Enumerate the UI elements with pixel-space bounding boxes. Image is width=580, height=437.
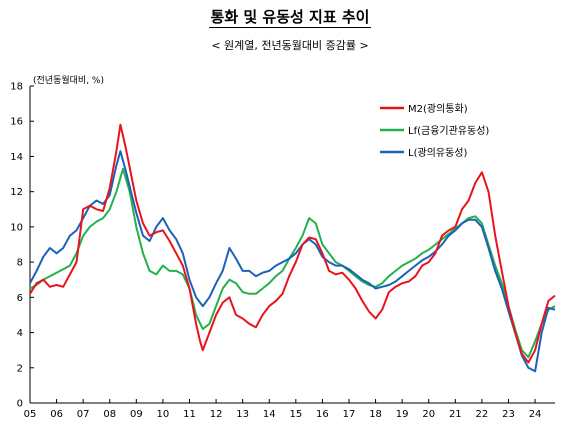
x-tick-label: 20	[422, 409, 435, 420]
x-tick-label: 16	[316, 409, 329, 420]
x-tick-label: 17	[343, 409, 356, 420]
x-tick-label: 11	[183, 409, 196, 420]
y-tick-label: 10	[10, 222, 23, 233]
x-tick-label: 21	[449, 409, 462, 420]
y-tick-label: 2	[17, 363, 23, 374]
x-tick-label: 14	[263, 409, 276, 420]
x-tick-label: 08	[103, 409, 116, 420]
x-tick-label: 19	[396, 409, 409, 420]
legend-label: L(광의유동성)	[408, 147, 467, 159]
x-tick-label: 07	[77, 409, 90, 420]
x-tick-label: 22	[476, 409, 489, 420]
legend-label: M2(광의통화)	[408, 103, 468, 115]
y-axis-unit-label: (전년동월대비, %)	[33, 74, 104, 86]
x-tick-label: 05	[24, 409, 37, 420]
legend-label: Lf(금융기관유동성)	[408, 125, 489, 137]
y-tick-label: 8	[17, 258, 23, 269]
x-tick-label: 18	[369, 409, 382, 420]
x-tick-label: 12	[210, 409, 223, 420]
x-tick-label: 24	[529, 409, 542, 420]
y-tick-label: 6	[17, 293, 23, 304]
y-tick-label: 4	[17, 328, 23, 339]
legend: M2(광의통화) Lf(금융기관유동성) L(광의유동성)	[380, 103, 489, 159]
y-tick-label: 12	[10, 187, 23, 198]
x-tick-label: 23	[502, 409, 515, 420]
series-line	[29, 167, 556, 359]
chart-subtitle: < 원계열, 전년동월대비 증감률 >	[211, 39, 369, 52]
series-lines	[29, 123, 556, 373]
chart-title: 통화 및 유동성 지표 추이	[208, 8, 372, 28]
series-line	[29, 150, 556, 373]
series-line	[29, 123, 556, 364]
y-tick-label: 14	[10, 152, 23, 163]
y-tick-label: 0	[17, 399, 23, 410]
x-tick-label: 15	[289, 409, 302, 420]
x-tick-label: 10	[157, 409, 170, 420]
y-tick-label: 16	[10, 117, 23, 128]
x-tick-label: 06	[50, 409, 63, 420]
y-tick-label: 18	[10, 82, 23, 93]
x-tick-label: 09	[130, 409, 143, 420]
x-tick-label: 13	[236, 409, 249, 420]
